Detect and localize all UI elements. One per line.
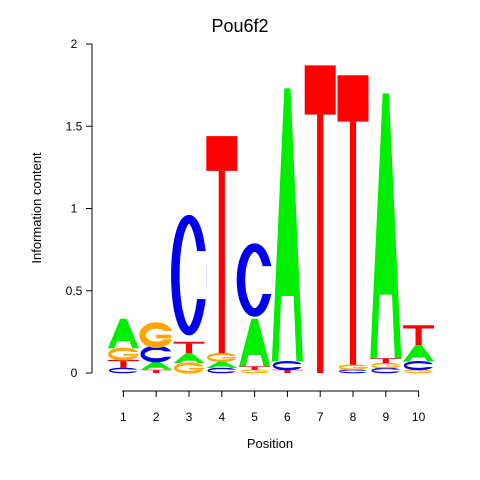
y-ticks: 0 0.5 1 1.5 2 [66, 37, 92, 380]
letter-C [403, 360, 437, 371]
letter-G [338, 364, 371, 371]
y-tick-label: 2 [71, 37, 78, 51]
letter-G [108, 347, 142, 361]
letter-T [337, 75, 369, 365]
letter-G [207, 352, 240, 362]
letter-G [371, 362, 404, 369]
letter-T [239, 366, 271, 370]
letter-T [403, 325, 435, 346]
letter-T [370, 358, 402, 364]
letter-stacks [107, 65, 437, 374]
letter-T [140, 369, 172, 373]
letter-G [240, 369, 273, 374]
y-tick-label: 1 [71, 202, 78, 216]
x-tick-label: 5 [251, 410, 258, 424]
letter-T [206, 136, 238, 354]
letter-G [173, 362, 207, 374]
letter-C [171, 214, 207, 336]
x-tick-label: 7 [317, 410, 324, 424]
x-axis: 1 2 3 4 5 6 7 8 9 10 Position [120, 390, 426, 451]
chart-title: Pou6f2 [211, 16, 268, 36]
letter-T [304, 65, 336, 373]
letter-C [371, 367, 404, 374]
x-tick-label: 6 [284, 410, 291, 424]
x-ticks: 1 2 3 4 5 6 7 8 9 10 [120, 391, 426, 424]
y-axis: 0 0.5 1 1.5 2 Information content [29, 37, 93, 380]
letter-C [338, 369, 371, 374]
x-tick-label: 10 [412, 410, 426, 424]
x-axis-label: Position [247, 436, 293, 451]
letter-A [239, 318, 271, 367]
x-tick-label: 4 [218, 410, 225, 424]
letter-C [272, 360, 306, 371]
letter-A [173, 353, 205, 364]
letter-G [139, 322, 175, 349]
letter-T [107, 359, 139, 369]
x-tick-label: 9 [382, 410, 389, 424]
letter-A [370, 93, 402, 359]
letter-A [107, 318, 139, 349]
letter-C [109, 367, 142, 374]
y-tick-label: 1.5 [66, 119, 83, 133]
y-tick-label: 0.5 [66, 284, 83, 298]
letter-A [140, 361, 172, 370]
letter-G [404, 369, 437, 374]
x-tick-label: 3 [186, 410, 193, 424]
letter-C [140, 345, 175, 363]
letter-T [173, 341, 205, 354]
letter-C [207, 367, 240, 374]
letter-A [206, 361, 238, 369]
letter-C [236, 243, 273, 317]
x-tick-label: 1 [120, 410, 127, 424]
x-tick-label: 8 [350, 410, 357, 424]
letter-T [271, 369, 303, 373]
y-tick-label: 0 [71, 366, 78, 380]
letter-A [271, 88, 303, 362]
y-axis-label: Information content [29, 152, 44, 264]
x-tick-label: 2 [153, 410, 160, 424]
letter-A [403, 345, 435, 362]
